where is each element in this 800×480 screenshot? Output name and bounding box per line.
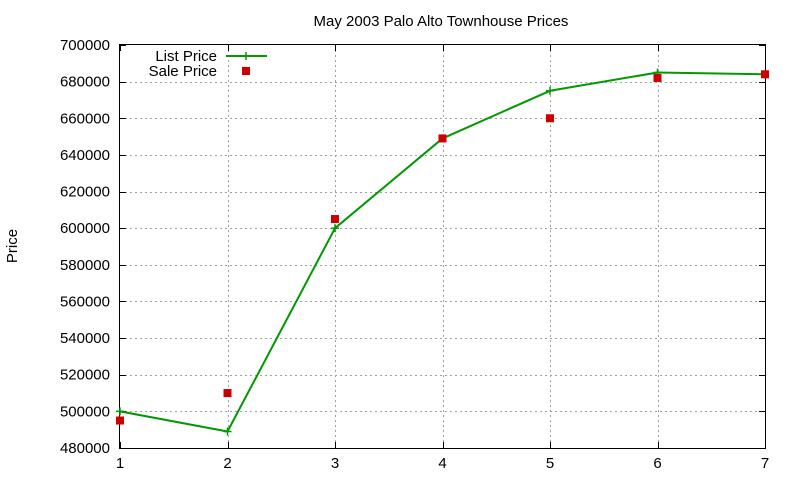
x-tick-label: 4 [438,455,446,472]
y-tick-label: 620000 [60,184,110,201]
legend-label: Sale Price [149,63,217,80]
series-layer [116,68,769,436]
y-tick-label: 560000 [60,293,110,310]
y-tick-label: 700000 [60,37,110,54]
sale-price-point [761,70,769,79]
y-tick-label: 540000 [60,330,110,347]
axis-ticks: 1 2 3 4 5 6 7 480000 500000 520000 540000 560000 580… [60,37,769,472]
y-axis-label: Price [4,229,21,263]
plot-frame [119,44,766,449]
x-tick-label: 2 [223,455,231,472]
sale-price-point [116,416,124,425]
sale-price-point [653,73,662,82]
x-tick-label: 3 [331,455,339,472]
sale-price-point [438,134,447,143]
series-line-list-price [119,71,766,433]
y-tick-label: 580000 [60,257,110,274]
sale-price-point [331,215,339,224]
y-tick-label: 520000 [60,367,110,384]
legend-swatch-marker [242,67,250,75]
y-tick-label: 680000 [60,74,110,91]
x-tick-label: 6 [653,455,661,472]
chart-title: May 2003 Palo Alto Townhouse Prices [314,13,569,30]
y-tick-label: 660000 [60,110,110,127]
y-tick-label: 640000 [60,147,110,164]
list-price-point [546,86,554,95]
sale-price-point [546,114,554,123]
sale-price-point [223,389,232,398]
y-tick-label: 500000 [60,403,110,420]
legend-label: List Price [155,48,217,65]
x-tick-label: 1 [116,455,124,472]
y-tick-label: 600000 [60,220,110,237]
list-price-point [223,427,232,436]
list-price-point [116,407,124,416]
x-tick-label: 5 [546,455,554,472]
list-price-point [331,224,339,233]
x-tick-label: 7 [761,455,769,472]
legend-swatch-marker [242,52,250,60]
y-tick-label: 480000 [60,440,110,457]
grid-lines [120,45,765,448]
